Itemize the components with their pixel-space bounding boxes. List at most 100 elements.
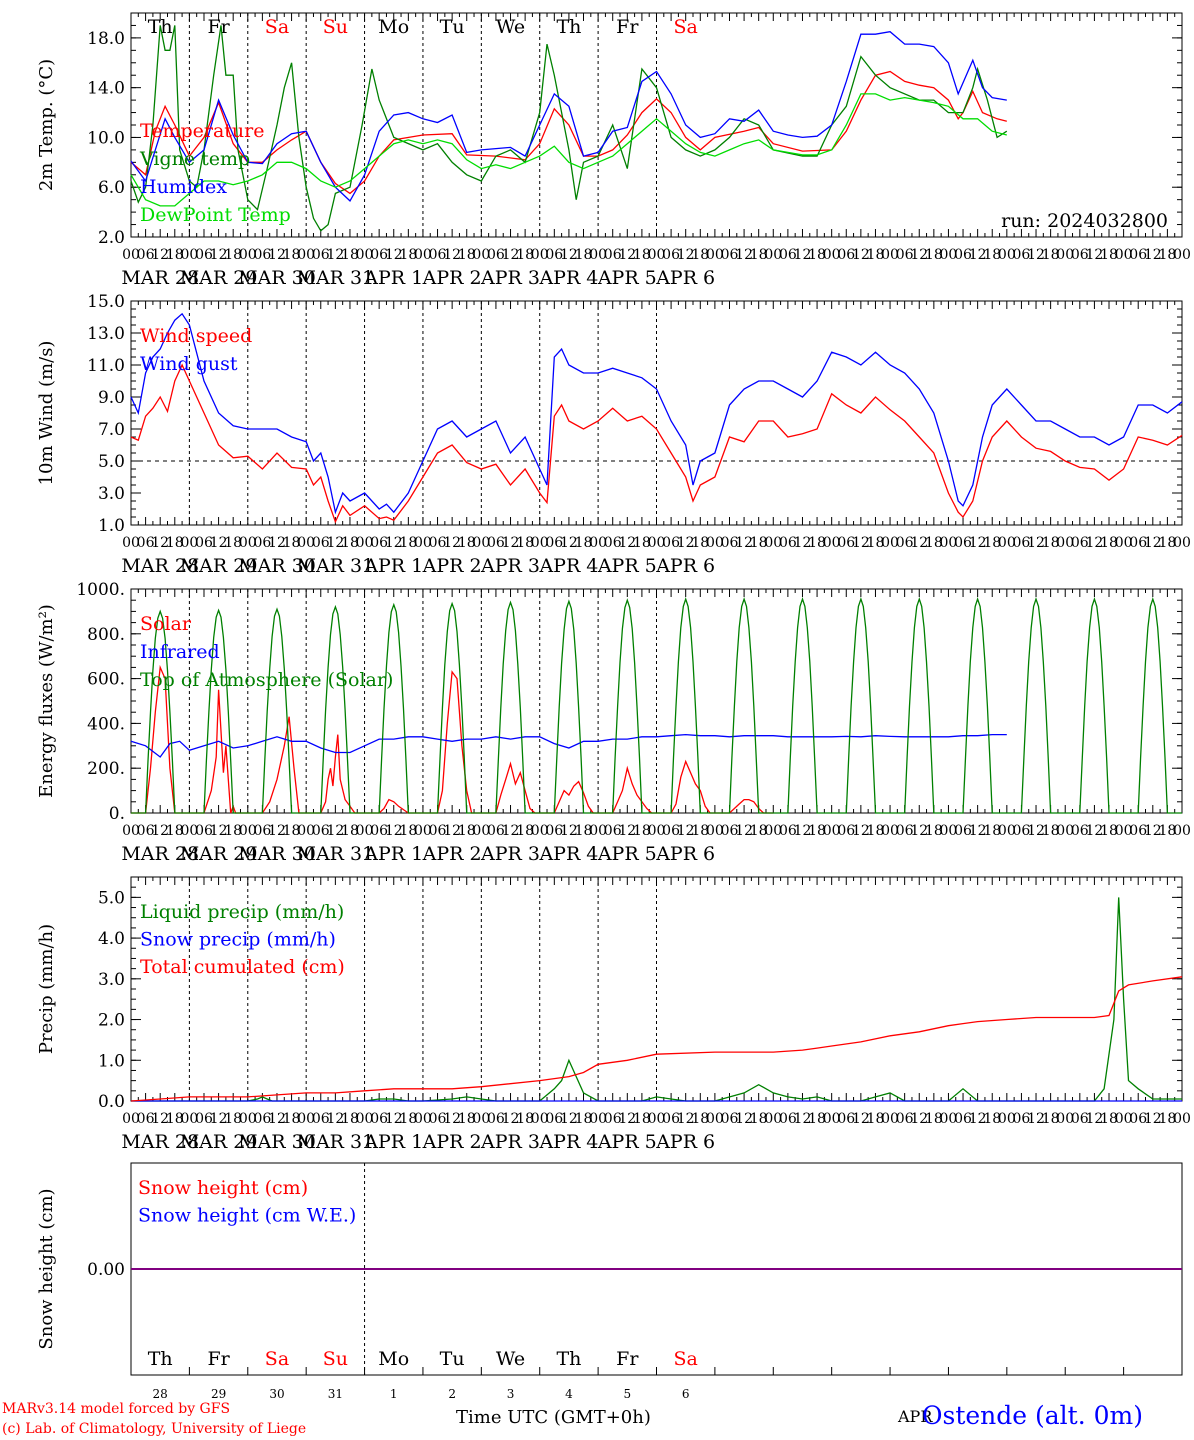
- panel4-hour-label: 00: [239, 1111, 257, 1127]
- panel4-date-label: APR 6: [655, 1131, 715, 1153]
- panel1-hour-label: 18: [1158, 247, 1176, 263]
- panel3-hour-label: 18: [516, 823, 534, 839]
- panel1-hour-label: 12: [443, 247, 461, 263]
- panel2-hour-label: 12: [560, 535, 578, 551]
- day-name-top: Fr: [207, 16, 230, 38]
- panel2-hour-label: 00: [998, 535, 1016, 551]
- panel3-hour-label: 00: [239, 823, 257, 839]
- panel1-ytick-label: 2.0: [98, 228, 125, 248]
- panel4-date-label: APR 1: [363, 1131, 423, 1153]
- panel3-hour-label: 18: [983, 823, 1001, 839]
- panel2-hour-label: 00: [356, 535, 374, 551]
- panel2-hour-label: 18: [341, 535, 359, 551]
- panel2-ytick-label: 15.0: [87, 292, 125, 312]
- panel1-hour-label: 18: [633, 247, 651, 263]
- panel2-hour-label: 00: [297, 535, 315, 551]
- panel3-hour-label: 12: [852, 823, 870, 839]
- panel1-date-label: MAR 28: [121, 267, 199, 289]
- panel1-hour-label: 00: [122, 247, 140, 263]
- panel3-hour-label: 00: [823, 823, 841, 839]
- panel4-ytick-label: 2.0: [98, 1011, 125, 1031]
- panel1-date-label: APR 6: [655, 267, 715, 289]
- panel4-hour-label: 18: [808, 1111, 826, 1127]
- panel4-hour-label: 12: [326, 1111, 344, 1127]
- panel4-hour-label: 12: [560, 1111, 578, 1127]
- panel4-hour-label: 00: [1173, 1111, 1191, 1127]
- station-title: Ostende (alt. 0m): [922, 1401, 1143, 1430]
- panel3-hour-label: 00: [1115, 823, 1133, 839]
- time-axis-title: Time UTC (GMT+0h): [456, 1407, 651, 1428]
- panel2-date-label: APR 6: [655, 555, 715, 577]
- panel2-hour-label: 06: [487, 535, 505, 551]
- panel1-hour-label: 12: [1027, 247, 1045, 263]
- day-number: 3: [507, 1387, 515, 1401]
- panel3-hour-label: 00: [472, 823, 490, 839]
- panel4-hour-label: 18: [166, 1111, 184, 1127]
- panel1-hour-label: 00: [180, 247, 198, 263]
- panel3-legend-item: Top of Atmosphere (Solar): [140, 669, 393, 691]
- panel2-hour-label: 12: [677, 535, 695, 551]
- panel3-hour-label: 06: [312, 823, 330, 839]
- panel2-hour-label: 18: [224, 535, 242, 551]
- panel1-hour-label: 18: [399, 247, 417, 263]
- panel3-hour-label: 00: [1173, 823, 1191, 839]
- panel1-hour-label: 06: [487, 247, 505, 263]
- panel1-hour-label: 06: [253, 247, 271, 263]
- panel4-hour-label: 12: [969, 1111, 987, 1127]
- panel4-hour-label: 00: [648, 1111, 666, 1127]
- panel2-ytick-label: 7.0: [98, 420, 125, 440]
- panel2-date-label: MAR 29: [180, 555, 258, 577]
- panel2-date-label: MAR 30: [238, 555, 316, 577]
- panel4-hour-label: 00: [823, 1111, 841, 1127]
- panel1-hour-label: 12: [151, 247, 169, 263]
- panel2-legend-item: Wind gust: [140, 353, 238, 375]
- panel1-date-label: MAR 31: [297, 267, 375, 289]
- panel3-hour-label: 18: [867, 823, 885, 839]
- panel1-hour-label: 12: [268, 247, 286, 263]
- panel2-hour-label: 12: [210, 535, 228, 551]
- panel1-hour-label: 06: [195, 247, 213, 263]
- panel3-series-infrared: [130, 733, 1007, 758]
- panel1-hour-label: 06: [662, 247, 680, 263]
- panel3-hour-label: 18: [925, 823, 943, 839]
- panel4-hour-label: 06: [837, 1111, 855, 1127]
- panel2-hour-label: 06: [195, 535, 213, 551]
- panel2-hour-label: 12: [385, 535, 403, 551]
- day-name-bottom: Mo: [378, 1348, 409, 1370]
- panel4-date-label: MAR 29: [180, 1131, 258, 1153]
- panel3-hour-label: 18: [691, 823, 709, 839]
- panel1-date-label: MAR 30: [238, 267, 316, 289]
- panel1-hour-label: 12: [852, 247, 870, 263]
- panel3-hour-label: 06: [253, 823, 271, 839]
- panel3-hour-label: 00: [881, 823, 899, 839]
- panel4-ytick-label: 0.0: [98, 1092, 125, 1112]
- panel4-hour-label: 12: [852, 1111, 870, 1127]
- panel4-ytick-label: 4.0: [98, 929, 125, 949]
- panel2-hour-label: 00: [1115, 535, 1133, 551]
- panel4-hour-label: 12: [502, 1111, 520, 1127]
- panel2-hour-label: 00: [1173, 535, 1191, 551]
- model-credit: MARv3.14 model forced by GFS: [2, 1401, 231, 1417]
- panel3-hour-label: 18: [341, 823, 359, 839]
- panel2-hour-label: 18: [983, 535, 1001, 551]
- panel1-hour-label: 18: [983, 247, 1001, 263]
- panel3-hour-label: 00: [589, 823, 607, 839]
- day-name-bottom: We: [496, 1348, 525, 1370]
- panel3-date-label: MAR 31: [297, 843, 375, 865]
- panel1-hour-label: 18: [224, 247, 242, 263]
- panel3-hour-label: 12: [560, 823, 578, 839]
- panel3-hour-label: 18: [633, 823, 651, 839]
- panel1-hour-label: 06: [429, 247, 447, 263]
- panel4-hour-label: 00: [180, 1111, 198, 1127]
- panel1-hour-label: 18: [516, 247, 534, 263]
- panel4-hour-label: 12: [735, 1111, 753, 1127]
- panel1-series-humidex: [130, 31, 1007, 202]
- panel3-hour-label: 00: [414, 823, 432, 839]
- panel3-hour-label: 06: [837, 823, 855, 839]
- panel2-hour-label: 00: [881, 535, 899, 551]
- panel4-hour-label: 12: [210, 1111, 228, 1127]
- panel1-hour-label: 18: [750, 247, 768, 263]
- day-number: 2: [448, 1387, 456, 1401]
- panel1-hour-label: 12: [910, 247, 928, 263]
- panel4-series-total-cumulated-cm: [130, 976, 1183, 1102]
